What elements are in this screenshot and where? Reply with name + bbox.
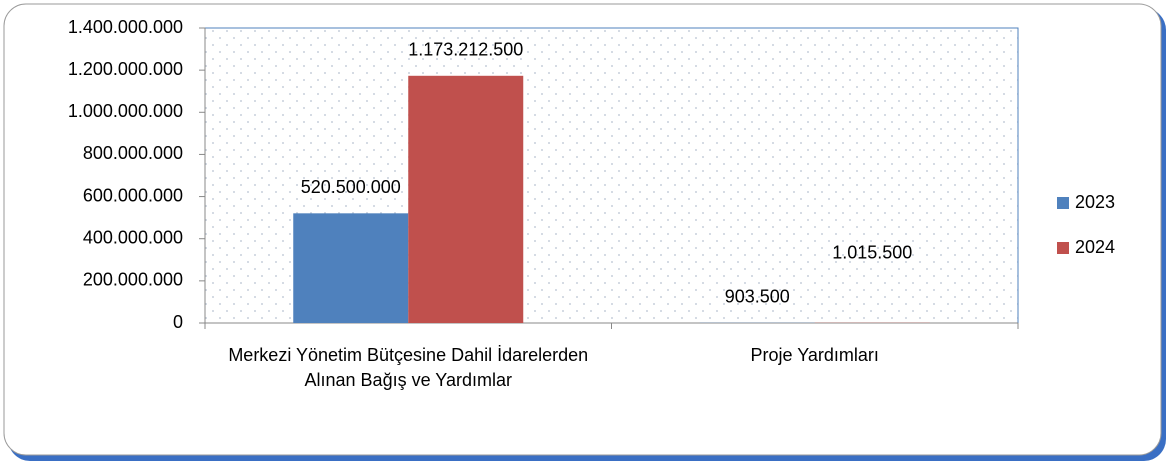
y-tick-label: 600.000.000: [83, 185, 183, 205]
data-label: 520.500.000: [301, 177, 401, 197]
data-label: 903.500: [725, 287, 790, 307]
x-tick-label: Merkezi Yönetim Bütçesine Dahil İdareler…: [228, 345, 589, 390]
y-tick-label: 800.000.000: [83, 143, 183, 163]
y-tick-label: 1.000.000.000: [68, 101, 183, 121]
legend-swatch: [1057, 242, 1069, 254]
x-tick-label: Proje Yardımları: [750, 345, 879, 365]
bar: [293, 213, 409, 323]
y-tick-label: 200.000.000: [83, 270, 183, 290]
y-tick-label: 1.200.000.000: [68, 59, 183, 79]
y-tick-label: 0: [173, 312, 183, 332]
legend-label: 2024: [1075, 237, 1115, 257]
data-label: 1.015.500: [832, 243, 912, 263]
legend-label: 2023: [1075, 192, 1115, 212]
legend-swatch: [1057, 197, 1069, 209]
data-label: 1.173.212.500: [408, 40, 523, 60]
y-tick-label: 1.400.000.000: [68, 17, 183, 37]
bar: [408, 75, 524, 323]
y-tick-label: 400.000.000: [83, 227, 183, 247]
